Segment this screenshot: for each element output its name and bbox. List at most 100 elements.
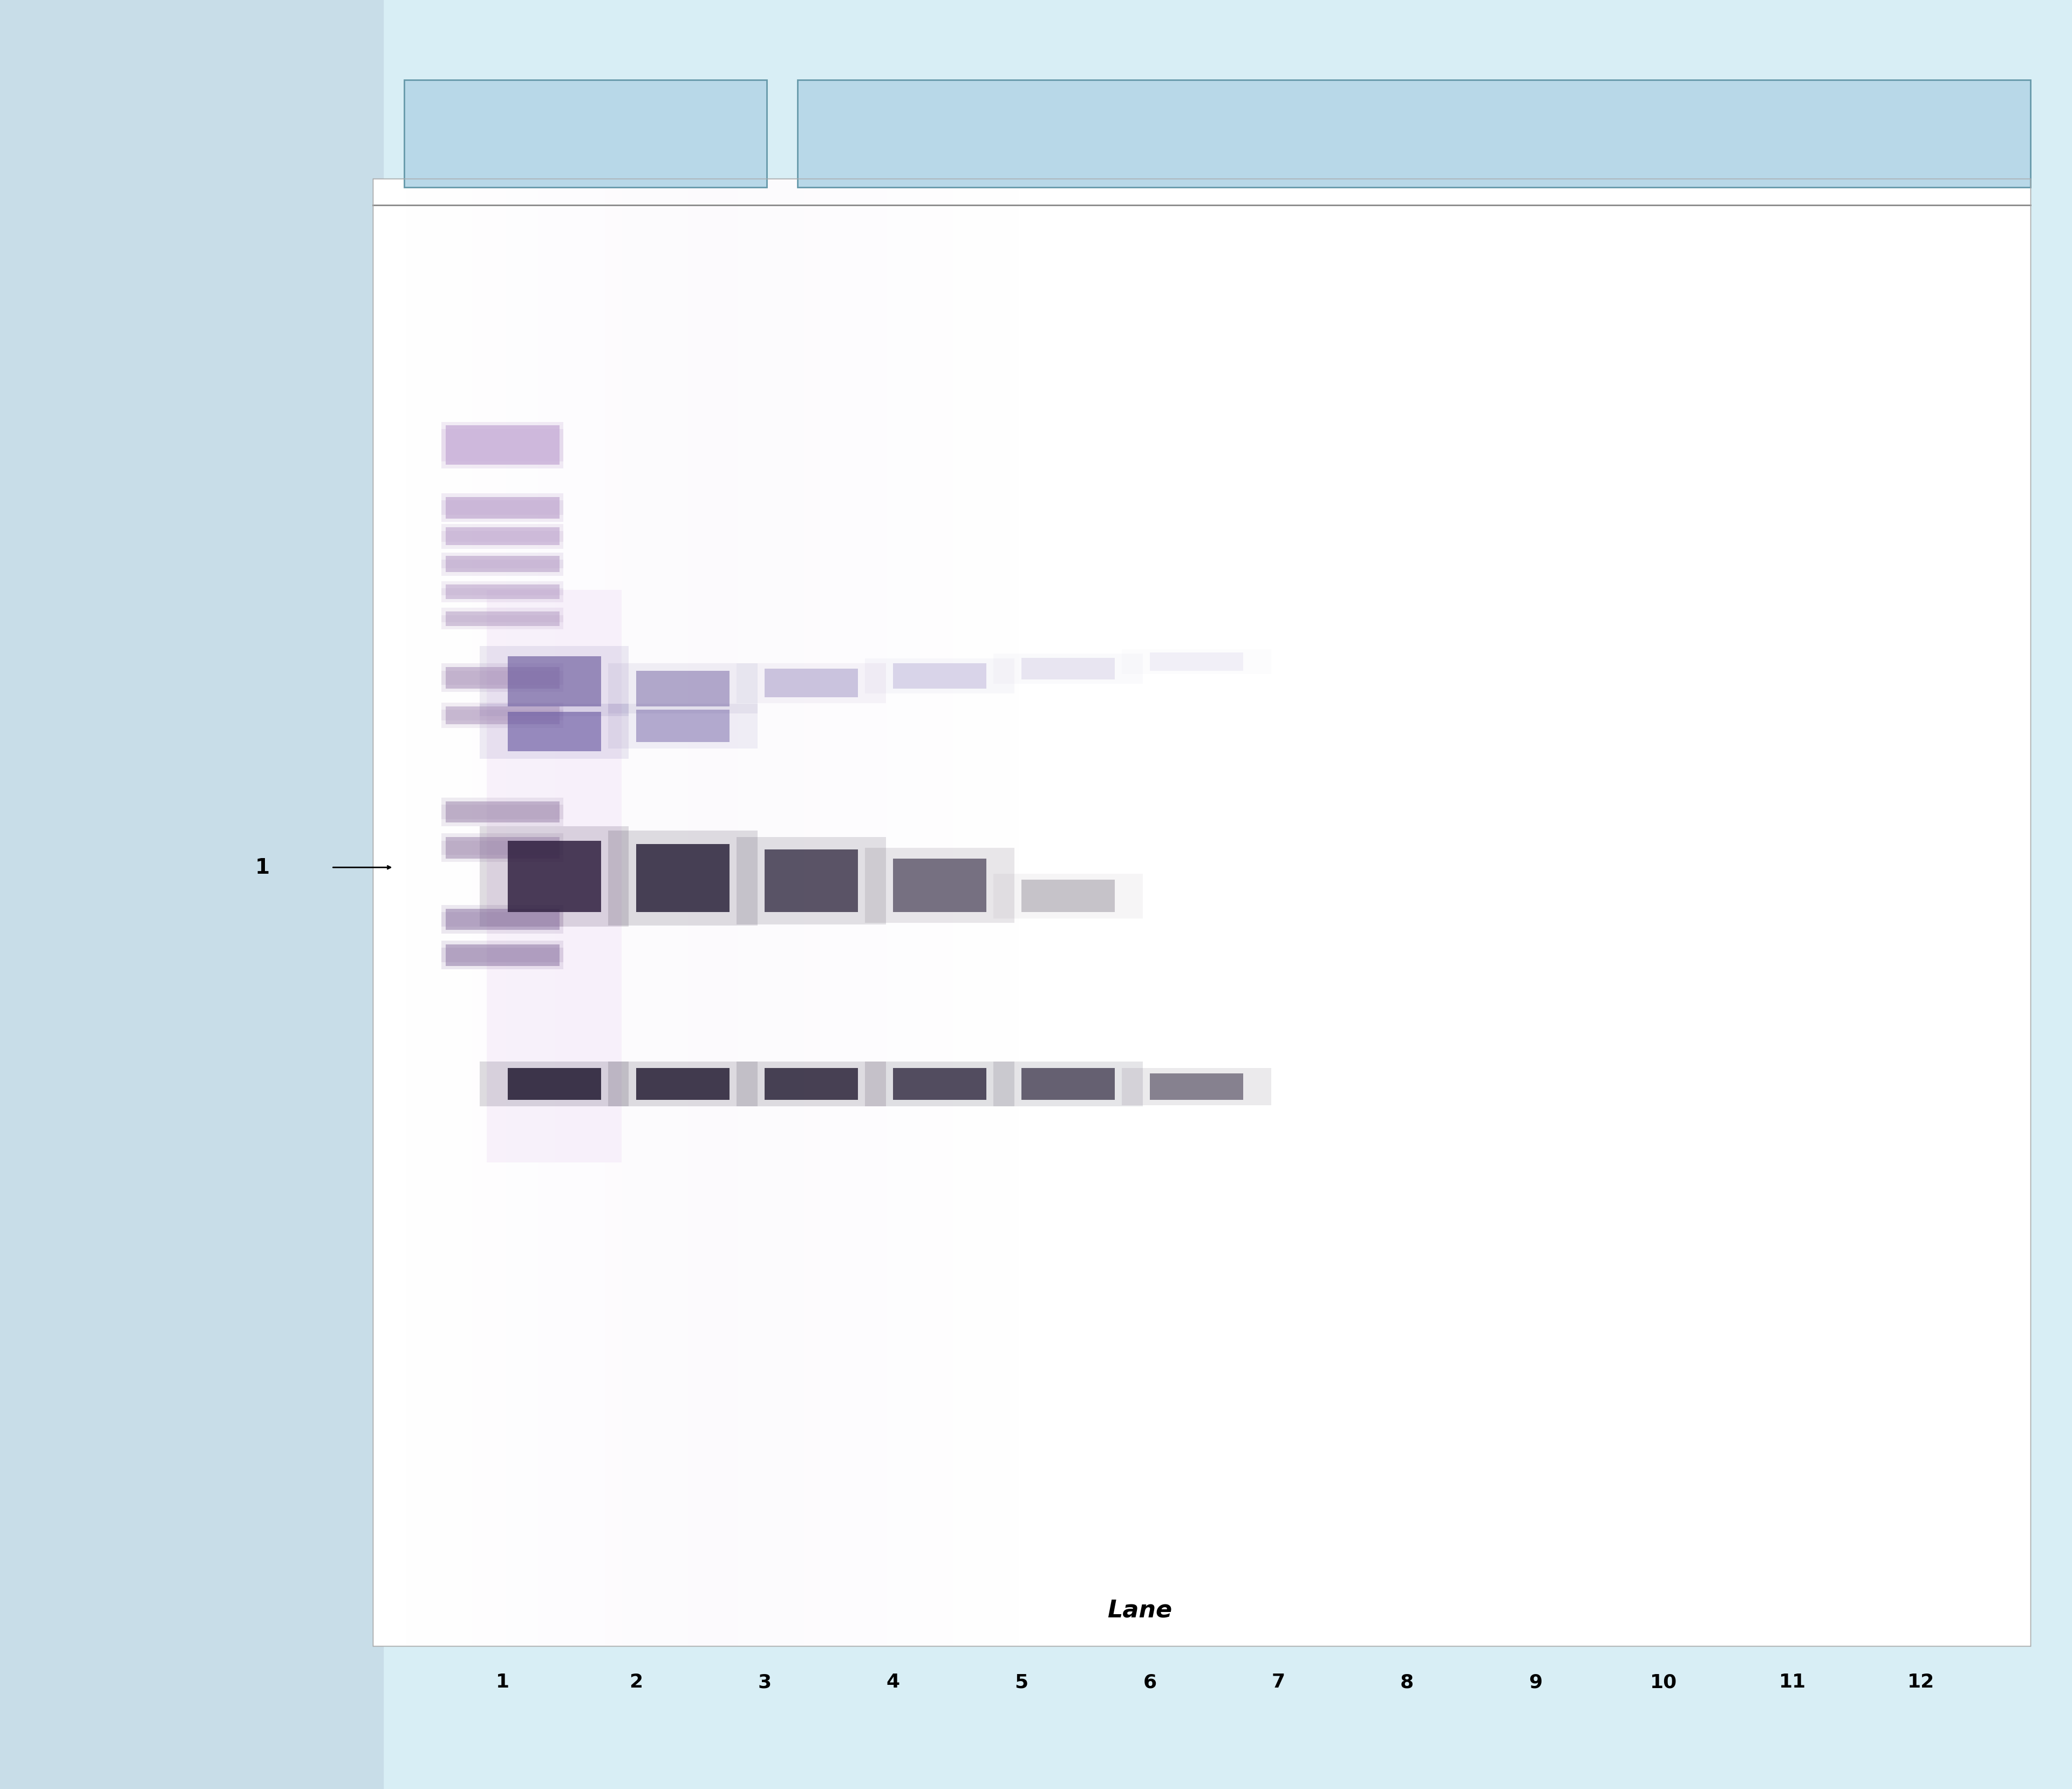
Bar [441,710,564,728]
Bar [479,827,630,927]
Bar [995,873,1144,920]
Bar [445,945,559,966]
Bar [738,1061,887,1107]
Bar [441,798,564,819]
Text: 9: 9 [1529,1673,1542,1691]
Bar [441,531,564,549]
Bar [609,703,758,750]
Bar [441,581,564,596]
Text: 3: 3 [758,1673,771,1691]
Bar [609,830,758,927]
Bar [445,556,559,572]
Bar [609,703,758,750]
Bar [441,671,564,692]
Bar [508,712,601,751]
Text: 11: 11 [1778,1673,1807,1691]
Bar [445,909,559,930]
Text: 12: 12 [1906,1673,1935,1691]
Bar [441,494,564,515]
Bar [441,948,564,970]
Text: 7: 7 [1272,1673,1285,1691]
Bar [995,655,1144,683]
Bar [441,664,564,685]
Bar [441,941,564,962]
Bar [864,1061,1013,1107]
Bar [636,1068,729,1100]
Bar [893,664,986,689]
Bar [487,590,622,1163]
Bar [445,801,559,823]
Bar [445,497,559,519]
Text: 8: 8 [1401,1673,1413,1691]
Bar [636,844,729,912]
Bar [1150,653,1243,671]
Bar [441,501,564,522]
Bar [609,664,758,714]
Bar [864,848,1013,923]
Bar [995,1061,1144,1107]
Bar [441,589,564,603]
Bar [445,837,559,859]
Bar [479,705,630,759]
Bar [1021,658,1115,680]
Bar [864,848,1013,923]
Bar [479,827,630,927]
Bar [441,608,564,623]
Bar [373,179,2031,1646]
Text: 6: 6 [1144,1673,1156,1691]
Bar [995,873,1144,920]
Bar [508,657,601,707]
Bar [441,560,564,576]
Bar [1150,1073,1243,1100]
Bar [995,1061,1144,1107]
Bar [995,655,1144,683]
Bar [441,905,564,927]
Text: Lane: Lane [1106,1599,1173,1621]
Bar [609,830,758,927]
Bar [441,429,564,469]
Bar [445,612,559,626]
Bar [479,646,630,717]
Bar [441,615,564,630]
Bar [864,658,1013,694]
Text: 5: 5 [1015,1673,1028,1691]
Bar [1123,1068,1272,1106]
Bar [508,841,601,912]
Bar [508,1068,601,1100]
Bar [738,664,887,703]
Bar [445,667,559,689]
Bar [765,850,858,912]
Bar [445,585,559,599]
Text: 4: 4 [887,1673,899,1691]
Bar [765,1068,858,1100]
Bar [441,524,564,542]
Bar [738,837,887,925]
Bar [609,1061,758,1107]
Bar [893,859,986,912]
Bar [445,426,559,465]
Bar [636,671,729,707]
Bar [864,658,1013,694]
Bar [609,1061,758,1107]
Text: 2: 2 [630,1673,642,1691]
Bar [609,664,758,714]
Bar [1123,649,1272,674]
Bar [893,1068,986,1100]
Bar [0,0,383,1789]
Bar [479,1061,630,1107]
Bar [864,1061,1013,1107]
Text: 1: 1 [495,1673,510,1691]
Bar [765,669,858,698]
Bar [479,705,630,759]
Bar [441,553,564,569]
Text: 10: 10 [1649,1673,1678,1691]
Bar [404,81,767,188]
Bar [1123,1068,1272,1106]
Bar [441,422,564,462]
Bar [1021,880,1115,912]
Bar [738,837,887,925]
Bar [445,707,559,725]
Bar [738,1061,887,1107]
Bar [479,646,630,717]
Bar [1021,1068,1115,1100]
